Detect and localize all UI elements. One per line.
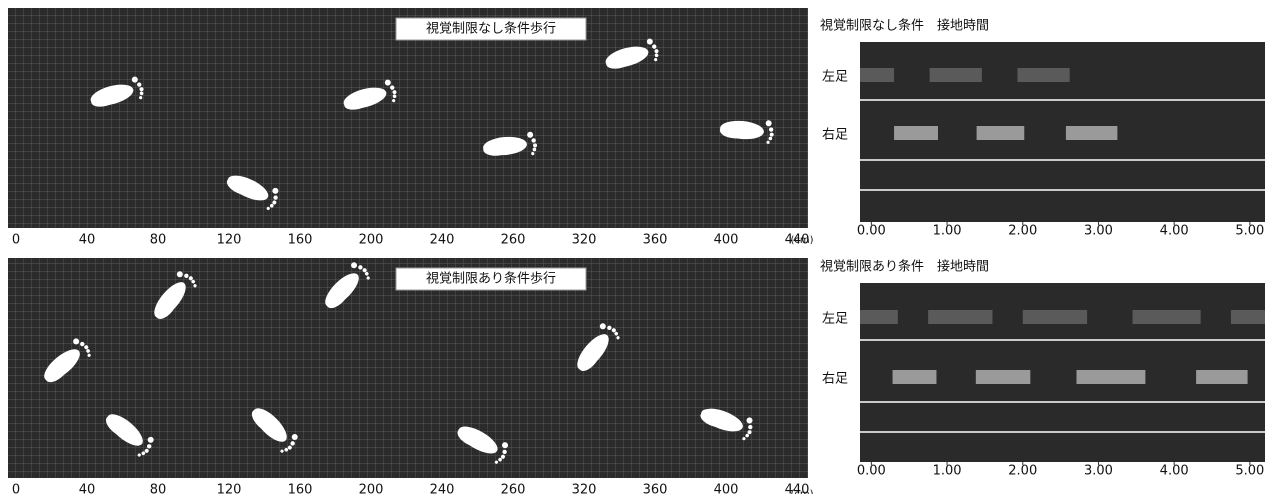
scale-label: 160 xyxy=(288,483,313,495)
walk-grid xyxy=(8,258,808,478)
walk-grid xyxy=(8,8,808,228)
contact-bar xyxy=(1017,68,1069,82)
x-tick-label: 2.00 xyxy=(1008,224,1037,239)
chart-title: 視覚制限なし条件 接地時間 xyxy=(820,18,989,34)
contact-bar xyxy=(893,370,937,384)
x-tick-label: 3.00 xyxy=(1084,464,1113,479)
row-label: 左足 xyxy=(822,70,848,85)
contact-bar xyxy=(1023,310,1087,324)
x-tick-label: 4.00 xyxy=(1160,464,1189,479)
scale-unit: (cm) xyxy=(790,235,813,246)
x-tick-label: 2.00 xyxy=(1008,464,1037,479)
scale-label: 260 xyxy=(501,233,526,248)
contact-bar xyxy=(930,68,982,82)
scale-label: 200 xyxy=(359,483,384,495)
scale-label: 400 xyxy=(714,233,739,248)
contact-bar xyxy=(1196,370,1247,384)
x-tick-label: 5.00 xyxy=(1235,224,1264,239)
scale-label: 240 xyxy=(430,233,455,248)
row-label: 右足 xyxy=(822,128,848,143)
contact-bar xyxy=(976,370,1031,384)
x-tick-label: 4.00 xyxy=(1160,224,1189,239)
contact-bar xyxy=(977,126,1025,140)
scale-label: 0 xyxy=(12,483,20,495)
contact-bar xyxy=(928,310,992,324)
contact-bar xyxy=(860,68,894,82)
scale-label: 400 xyxy=(714,483,739,495)
scale-label: 360 xyxy=(643,483,668,495)
chart-title: 視覚制限あり条件 接地時間 xyxy=(820,259,989,275)
contact-bar xyxy=(1231,310,1265,324)
figure: 視覚制限なし条件歩行040801201602002402603203604004… xyxy=(0,0,1273,494)
scale-label: 120 xyxy=(217,233,242,248)
panel-title: 視覚制限あり条件歩行 xyxy=(426,271,556,287)
scale-label: 240 xyxy=(430,483,455,495)
scale-label: 80 xyxy=(150,233,167,248)
contact-bar xyxy=(860,310,898,324)
scale-label: 80 xyxy=(150,483,167,495)
scale-label: 320 xyxy=(572,483,597,495)
scale-label: 40 xyxy=(79,233,96,248)
scale-label: 360 xyxy=(643,233,668,248)
scale-unit: (cm) xyxy=(790,489,813,494)
scale-label: 200 xyxy=(359,233,384,248)
scale-label: 160 xyxy=(288,233,313,248)
contact-bar xyxy=(894,126,938,140)
x-tick-label: 1.00 xyxy=(933,464,962,479)
row-label: 左足 xyxy=(822,312,848,327)
x-tick-label: 0.00 xyxy=(857,464,886,479)
scale-label: 40 xyxy=(79,483,96,495)
scale-label: 120 xyxy=(217,483,242,495)
scale-label: 260 xyxy=(501,483,526,495)
contact-bar xyxy=(1066,126,1117,140)
contact-bar xyxy=(1133,310,1201,324)
x-tick-label: 0.00 xyxy=(857,224,886,239)
scale-label: 320 xyxy=(572,233,597,248)
contact-bar xyxy=(1077,370,1146,384)
x-tick-label: 1.00 xyxy=(933,224,962,239)
scale-label: 0 xyxy=(12,233,20,248)
row-label: 右足 xyxy=(822,372,848,387)
x-tick-label: 3.00 xyxy=(1084,224,1113,239)
panel-title: 視覚制限なし条件歩行 xyxy=(426,21,556,37)
x-tick-label: 5.00 xyxy=(1235,464,1264,479)
